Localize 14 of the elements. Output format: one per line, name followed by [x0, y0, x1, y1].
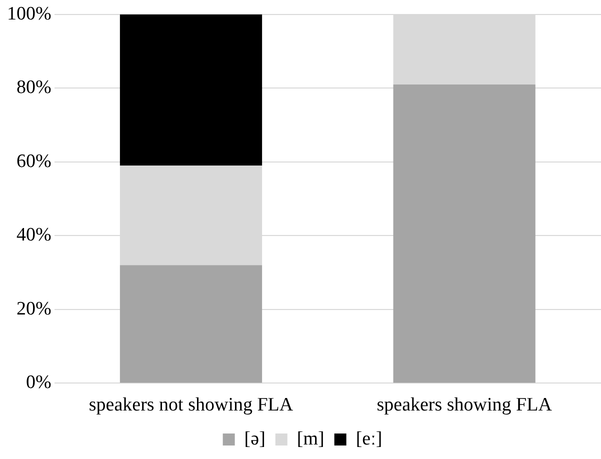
x-tick-label: speakers showing FLA — [376, 394, 552, 416]
bar — [120, 14, 262, 166]
x-tick-label: speakers not showing FLA — [88, 394, 294, 416]
y-tick-label: 20% — [16, 298, 52, 320]
y-tick-label: 60% — [16, 150, 52, 172]
y-tick-label: 0% — [26, 372, 52, 394]
y-tick-label: 40% — [16, 224, 52, 246]
bar — [393, 84, 536, 383]
legend-label: [eː] — [356, 428, 382, 450]
y-tick-label: 80% — [16, 77, 52, 98]
legend-label: [m] — [296, 428, 324, 450]
legend-label: [ə] — [244, 428, 266, 450]
y-tick-label: 100% — [7, 3, 52, 24]
bar — [120, 265, 262, 383]
